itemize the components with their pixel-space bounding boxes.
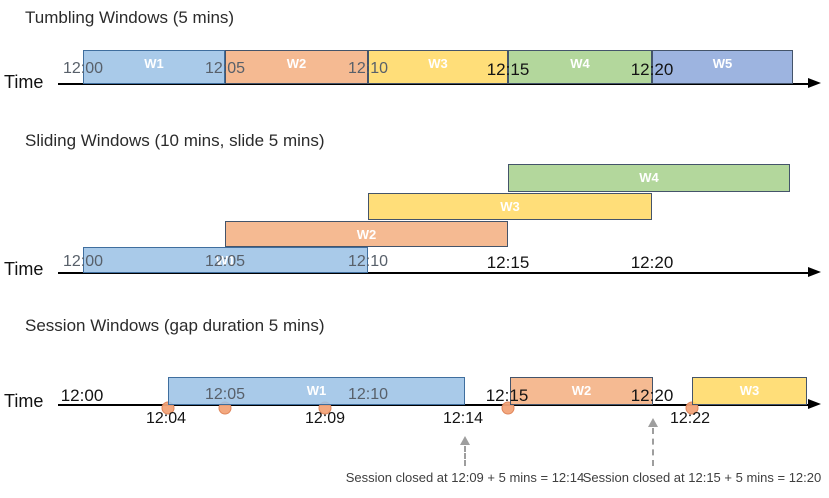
tumbling-tick-1215: 12:15: [486, 60, 530, 79]
session-closed-arrow-shaft-2: [652, 428, 654, 466]
tumbling-window-w2-label: W2: [286, 56, 307, 71]
session-event-time-1209: 12:09: [304, 410, 346, 427]
sliding-section-title: Sliding Windows (10 mins, slide 5 mins): [25, 131, 325, 150]
session-tick-1205: 12:05: [204, 386, 246, 403]
session-closed-arrow-icon-2: [647, 418, 659, 466]
session-closed-arrow-shaft-1: [464, 446, 466, 466]
sliding-tick-1200: 12:00: [62, 253, 104, 270]
sliding-window-w3-label: W3: [500, 199, 520, 214]
tumbling-window-w1: [83, 50, 225, 84]
sliding-window-w4: [508, 164, 790, 192]
sliding-time-axis-arrowhead-icon: [808, 267, 821, 277]
tumbling-section-title: Tumbling Windows (5 mins): [25, 8, 235, 27]
session-tick-1220: 12:20: [630, 386, 674, 405]
session-closed-arrow-head-2: [648, 418, 658, 427]
sliding-tick-1205: 12:05: [204, 253, 246, 270]
tumbling-window-w3: [368, 50, 508, 84]
tumbling-tick-1205: 12:05: [204, 60, 246, 77]
session-window-w1-label: W1: [306, 383, 327, 398]
session-event-time-1214: 12:14: [442, 410, 484, 427]
sliding-window-w3: [368, 193, 652, 220]
tumbling-window-w4: [508, 50, 652, 84]
session-event-time-1204: 12:04: [145, 410, 187, 427]
sliding-window-w2-label: W2: [356, 227, 377, 242]
session-closed-arrow-head-1: [460, 436, 470, 445]
tumbling-window-w4-label: W4: [570, 56, 590, 71]
session-tick-1215: 12:15: [485, 386, 529, 405]
session-window-w1: [168, 377, 465, 405]
sliding-time-axis: [58, 272, 808, 274]
session-closed-arrow-icon-1: [459, 436, 471, 466]
session-closed-annotation-1: Session closed at 12:09 + 5 mins = 12:14: [345, 470, 585, 485]
session-closed-annotation-2: Session closed at 12:15 + 5 mins = 12:20: [582, 470, 822, 485]
tumbling-time-axis-label: Time: [4, 72, 44, 92]
tumbling-tick-1210: 12:10: [347, 60, 389, 77]
tumbling-time-axis-arrowhead-icon: [808, 78, 821, 88]
session-time-axis-arrowhead-icon: [808, 399, 821, 409]
sliding-tick-1220: 12:20: [630, 253, 674, 272]
session-window-w3-label: W3: [739, 383, 760, 398]
tumbling-tick-1200: 12:00: [62, 60, 104, 77]
tumbling-window-w2: [225, 50, 368, 84]
session-section-title: Session Windows (gap duration 5 mins): [25, 316, 325, 335]
session-window-w2: [510, 377, 653, 405]
sliding-window-w1: [83, 247, 368, 273]
session-tick-1200: 12:00: [60, 386, 104, 405]
sliding-window-w2: [225, 221, 508, 247]
tumbling-window-w5: [652, 50, 793, 84]
session-time-axis-label: Time: [4, 391, 44, 411]
sliding-window-w1-label: W1: [215, 253, 236, 268]
tumbling-tick-1220: 12:20: [630, 60, 674, 79]
tumbling-time-axis: [58, 83, 808, 85]
tumbling-window-w3-label: W3: [428, 56, 448, 71]
tumbling-window-w5-label: W5: [712, 56, 733, 71]
sliding-tick-1210: 12:10: [347, 253, 389, 270]
session-event-time-1222: 12:22: [669, 410, 711, 427]
session-window-w2-label: W2: [571, 383, 592, 398]
session-tick-1210: 12:10: [347, 386, 389, 403]
session-time-axis: [58, 404, 808, 406]
sliding-window-w4-label: W4: [639, 170, 659, 185]
tumbling-window-w1-label: W1: [144, 56, 164, 71]
sliding-tick-1215: 12:15: [486, 253, 530, 272]
session-window-w3: [692, 377, 807, 405]
sliding-time-axis-label: Time: [4, 259, 44, 279]
